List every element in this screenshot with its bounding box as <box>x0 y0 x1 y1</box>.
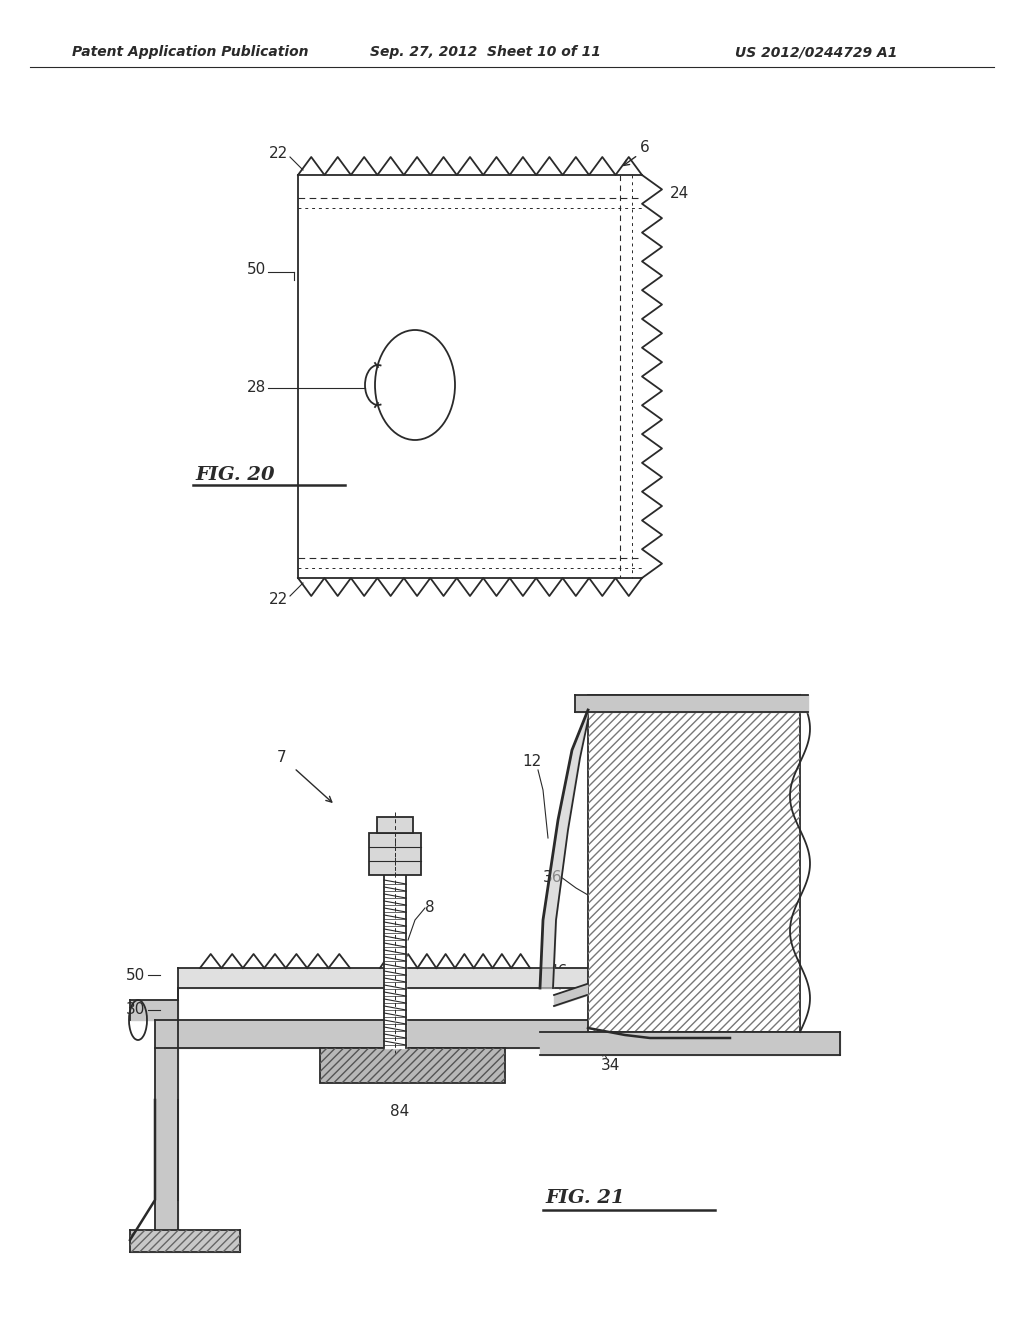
Bar <box>369 833 421 875</box>
Text: 36: 36 <box>544 870 563 884</box>
Bar <box>588 696 800 1032</box>
Bar <box>377 817 413 833</box>
Text: 84: 84 <box>390 1105 410 1119</box>
Text: 12: 12 <box>522 755 542 770</box>
Text: 24: 24 <box>422 1060 441 1076</box>
Text: 28: 28 <box>247 380 266 396</box>
Text: 30: 30 <box>126 1002 145 1018</box>
Text: FIG. 21: FIG. 21 <box>545 1189 625 1206</box>
Text: 34: 34 <box>600 1057 620 1072</box>
Text: 7: 7 <box>278 751 287 766</box>
Text: 22: 22 <box>268 593 288 607</box>
Text: 6: 6 <box>640 140 650 156</box>
Text: FIG. 20: FIG. 20 <box>195 466 274 484</box>
Text: 8: 8 <box>425 900 435 916</box>
Text: 26: 26 <box>457 1060 476 1076</box>
Text: Sep. 27, 2012  Sheet 10 of 11: Sep. 27, 2012 Sheet 10 of 11 <box>370 45 601 59</box>
Text: 24: 24 <box>670 186 689 201</box>
Text: 50: 50 <box>126 968 145 982</box>
Text: 92: 92 <box>395 837 415 853</box>
Bar <box>319 1048 505 1082</box>
Text: 60: 60 <box>738 1024 758 1040</box>
Text: Patent Application Publication: Patent Application Publication <box>72 45 308 59</box>
Text: 22: 22 <box>268 145 288 161</box>
Text: 50: 50 <box>247 263 266 277</box>
Text: US 2012/0244729 A1: US 2012/0244729 A1 <box>735 45 897 59</box>
Bar <box>298 176 642 578</box>
Text: 46: 46 <box>548 965 567 979</box>
Bar <box>130 1230 240 1251</box>
Bar <box>319 1048 505 1082</box>
Bar <box>588 696 800 1032</box>
